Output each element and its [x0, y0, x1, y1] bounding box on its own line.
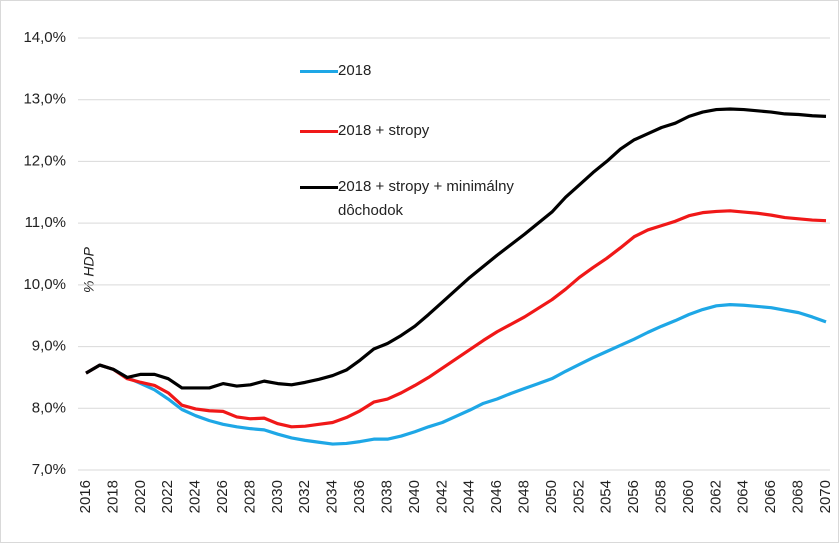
x-tick-label: 2056: [625, 480, 642, 513]
x-tick-label: 2048: [515, 480, 532, 513]
x-tick-label: 2036: [351, 480, 368, 513]
legend-swatch: [300, 186, 338, 189]
legend-item: 2018 + stropy: [300, 122, 568, 143]
x-tick-label: 2020: [132, 480, 149, 513]
x-tick-label: 2028: [241, 480, 258, 513]
y-tick-label: 8,0%: [32, 399, 66, 416]
series-line: [85, 107, 827, 390]
y-tick-label: 13,0%: [23, 91, 66, 108]
x-tick-label: 2050: [543, 480, 560, 513]
x-tick-label: 2026: [214, 480, 231, 513]
x-tick-label: 2068: [790, 480, 807, 513]
x-tick-label: 2022: [159, 480, 176, 513]
x-tick-label: 2066: [762, 480, 779, 513]
legend-item: 2018: [300, 62, 568, 83]
y-tick-label: 7,0%: [32, 461, 66, 478]
legend-label: 2018: [338, 62, 372, 79]
x-tick-label: 2042: [433, 480, 450, 513]
series-line: [85, 209, 827, 429]
x-tick-label: 2060: [680, 480, 697, 513]
x-tick-label: 2034: [324, 480, 341, 513]
x-tick-label: 2052: [570, 480, 587, 513]
x-tick-label: 2040: [406, 480, 423, 513]
y-tick-label: 11,0%: [25, 214, 66, 231]
x-tick-label: 2044: [461, 480, 478, 513]
y-axis-label: % HDP: [81, 246, 97, 293]
y-tick-label: 10,0%: [23, 276, 66, 293]
x-tick-label: 2062: [707, 480, 724, 513]
x-tick-label: 2032: [296, 480, 313, 513]
x-tick-label: 2070: [817, 480, 834, 513]
legend-swatch: [300, 70, 338, 73]
y-tick-label: 9,0%: [32, 338, 66, 355]
legend-swatch: [300, 130, 338, 133]
x-tick-label: 2054: [598, 480, 615, 513]
x-tick-label: 2016: [77, 480, 94, 513]
legend-label: 2018 + stropy: [338, 122, 430, 139]
x-tick-label: 2018: [104, 480, 121, 513]
x-tick-label: 2046: [488, 480, 505, 513]
x-tick-label: 2030: [269, 480, 286, 513]
x-tick-label: 2058: [653, 480, 670, 513]
legend-label: 2018 + stropy + minimálny dôchodok: [338, 178, 514, 219]
x-tick-label: 2064: [735, 480, 752, 513]
x-tick-label: 2038: [378, 480, 395, 513]
y-tick-label: 12,0%: [23, 152, 66, 169]
legend-item: 2018 + stropy + minimálny dôchodok: [300, 178, 568, 223]
x-tick-label: 2024: [187, 480, 204, 513]
y-tick-label: 14,0%: [23, 29, 66, 46]
series-line: [85, 303, 827, 446]
